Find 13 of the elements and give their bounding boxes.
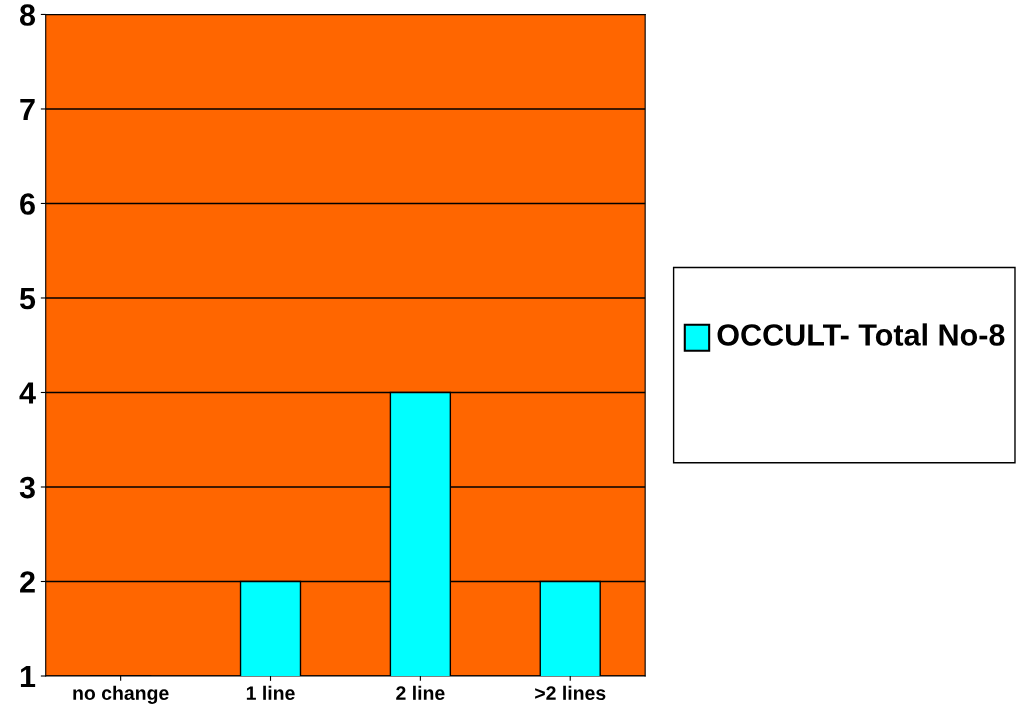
y-tick-label: 3 bbox=[19, 476, 35, 499]
x-tick-label: 2 line bbox=[396, 685, 445, 701]
y-tick-label: 7 bbox=[20, 99, 35, 121]
x-tick-label: >2 lines bbox=[535, 685, 606, 701]
y-tick-label: 1 bbox=[20, 666, 36, 688]
y-tick-label: 8 bbox=[19, 4, 36, 26]
legend-label: OCCULT- Total No-8 bbox=[717, 323, 1005, 346]
y-tick-label: 2 bbox=[20, 571, 35, 593]
y-tick-label: 6 bbox=[20, 193, 35, 215]
y-tick-label: 5 bbox=[19, 288, 36, 310]
y-tick-label: 4 bbox=[19, 382, 36, 404]
x-tick-label: no change bbox=[73, 685, 169, 704]
x-tick-label: 1 line bbox=[246, 685, 295, 701]
